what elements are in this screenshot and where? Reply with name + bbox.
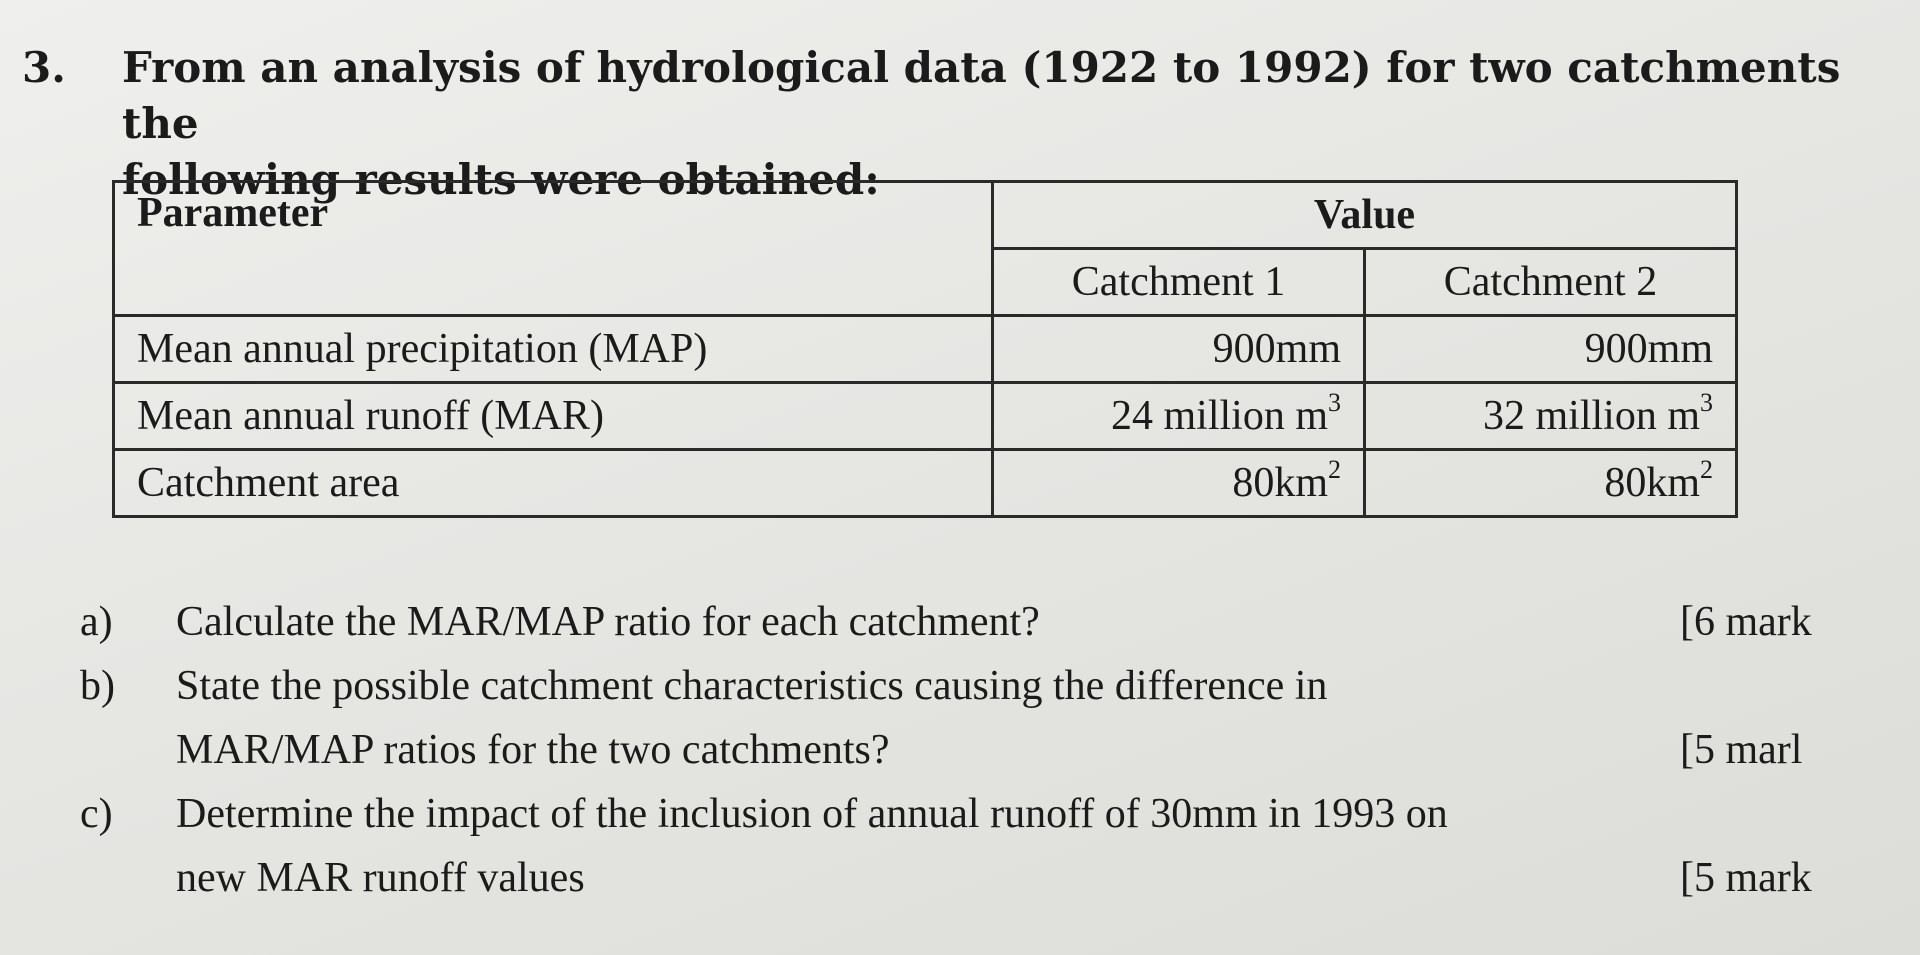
header-parameter: Parameter (112, 180, 994, 317)
marks-label: [5 marl (1680, 727, 1803, 773)
header-catchment-1: Catchment 1 (991, 247, 1366, 317)
subquestion-letter: c) (80, 791, 113, 837)
row-label: Catchment area (112, 448, 994, 518)
question-intro-line-1: From an analysis of hydrological data (1… (122, 43, 1841, 148)
table-row: Mean annual runoff (MAR) 24 million m3 3… (112, 381, 1738, 451)
cell-catchment-1: 900mm (991, 314, 1366, 384)
subquestion-letter: b) (80, 663, 115, 709)
header-catchment-2: Catchment 2 (1363, 247, 1738, 317)
subquestion-b: b) State the possible catchment characte… (80, 654, 1920, 782)
cell-catchment-2: 32 million m3 (1363, 381, 1738, 451)
table-subheader-row: Catchment 1 Catchment 2 (114, 247, 1738, 317)
question-number: 3. (22, 43, 66, 92)
row-label: Mean annual runoff (MAR) (112, 381, 994, 451)
subquestion-a: a) Calculate the MAR/MAP ratio for each … (80, 590, 1920, 654)
subquestion-line: Determine the impact of the inclusion of… (176, 791, 1448, 837)
cell-catchment-1: 24 million m3 (991, 381, 1366, 451)
hydrology-data-table: Parameter Value Catchment 1 Catchment 2 … (112, 180, 1738, 518)
cell-catchment-2: 80km2 (1363, 448, 1738, 518)
table-row: Catchment area 80km2 80km2 (112, 448, 1738, 518)
table-row: Mean annual precipitation (MAP) 900mm 90… (112, 314, 1738, 384)
cell-catchment-2: 900mm (1363, 314, 1738, 384)
cell-catchment-1: 80km2 (991, 448, 1366, 518)
subquestion-line: new MAR runoff values (176, 855, 585, 901)
subquestion-line: State the possible catchment characteris… (176, 663, 1328, 709)
subquestions: a) Calculate the MAR/MAP ratio for each … (80, 590, 1920, 910)
marks-label: [5 mark (1680, 855, 1812, 901)
subquestion-line: MAR/MAP ratios for the two catchments? (176, 727, 890, 773)
header-value: Value (991, 180, 1738, 250)
subquestion-c: c) Determine the impact of the inclusion… (80, 782, 1920, 910)
subquestion-letter: a) (80, 599, 113, 645)
table-header-row: Parameter Value (112, 180, 1738, 317)
marks-label: [6 mark (1680, 599, 1812, 645)
row-label: Mean annual precipitation (MAP) (112, 314, 994, 384)
subquestion-line: Calculate the MAR/MAP ratio for each cat… (176, 599, 1040, 645)
